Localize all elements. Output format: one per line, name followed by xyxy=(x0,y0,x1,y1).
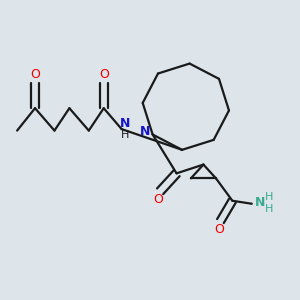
Text: H: H xyxy=(265,192,273,202)
Text: H: H xyxy=(265,204,273,214)
Text: O: O xyxy=(99,68,109,81)
Text: N: N xyxy=(255,196,266,209)
Text: N: N xyxy=(119,117,130,130)
Text: O: O xyxy=(214,223,224,236)
Text: O: O xyxy=(154,193,164,206)
Text: H: H xyxy=(120,130,129,140)
Text: N: N xyxy=(140,125,150,138)
Text: O: O xyxy=(30,68,40,81)
